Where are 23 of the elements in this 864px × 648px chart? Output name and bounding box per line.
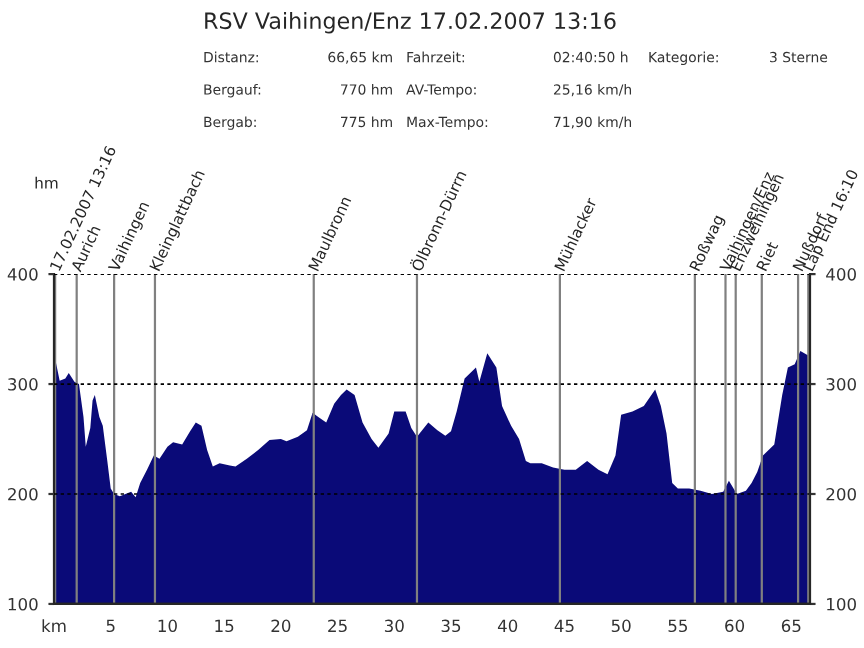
y-tick-label: 300: [8, 378, 38, 391]
y2-tick-label: 400: [826, 268, 856, 281]
x-tick-label: 45: [554, 619, 574, 633]
x-tick-label: 60: [725, 619, 745, 633]
y2-tick-label: 200: [826, 487, 856, 501]
x-tick-label: 65: [781, 619, 801, 633]
x-tick-label: 50: [611, 619, 631, 633]
x-tick-label: 30: [384, 619, 404, 633]
x-tick-label: 55: [668, 619, 687, 633]
x-tick-label: 20: [271, 619, 291, 633]
x-tick-label: 40: [497, 619, 518, 633]
y2-tick-label: 100: [827, 597, 856, 611]
x-tick-label: 35: [441, 619, 461, 633]
y-tick-label: 400: [7, 268, 38, 281]
chart-title: RSV Vaihingen/Enz 17.02.2007 13:16: [205, 11, 616, 34]
y-tick-label: 100: [8, 597, 38, 611]
y-tick-label: 200: [8, 487, 38, 501]
y2-tick-label: 300: [826, 378, 856, 391]
x-tick-label: km: [42, 619, 66, 632]
x-tick-label: 5: [106, 619, 115, 633]
x-tick-label: 25: [328, 619, 347, 633]
x-tick-label: 10: [158, 619, 177, 633]
x-tick-label: 15: [215, 619, 234, 633]
